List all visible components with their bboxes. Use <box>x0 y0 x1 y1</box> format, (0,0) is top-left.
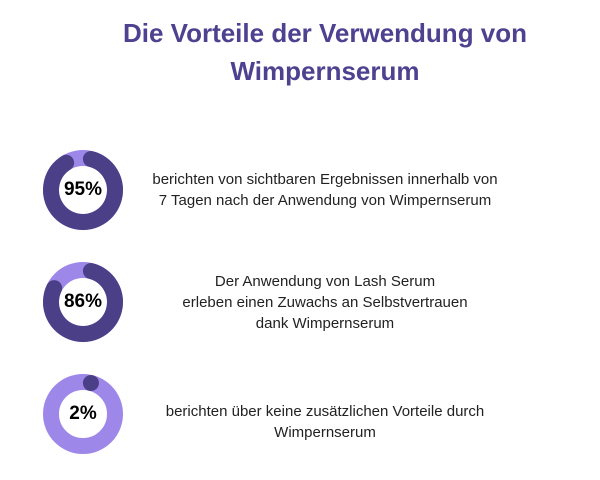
desc-line: berichten von sichtbaren Ergebnissen inn… <box>152 171 498 188</box>
desc-line: Wimpernserum <box>274 424 376 441</box>
stat-description: berichten über keine zusätzlichen Vortei… <box>130 401 520 443</box>
title-line-1: Die Vorteile der Verwendung von <box>122 18 528 48</box>
page-title: Die Vorteile der Verwendung von Wimperns… <box>60 14 590 90</box>
percent-label: 2% <box>69 403 97 424</box>
donut-chart <box>43 262 123 342</box>
desc-line: berichten über keine zusätzlichen Vortei… <box>165 403 485 420</box>
stat-95: 95% berichten von sichtbaren Ergebnissen… <box>0 150 600 240</box>
stat-86: 86% Der Anwendung von Lash Serum erleben… <box>0 262 600 352</box>
percent-label: 95% <box>63 179 103 200</box>
donut-chart <box>43 374 123 454</box>
stat-description: berichten von sichtbaren Ergebnissen inn… <box>130 169 520 211</box>
donut-chart <box>43 150 123 230</box>
desc-line: erleben einen Zuwachs an Selbstvertrauen <box>182 294 468 311</box>
donut-progress <box>43 150 123 230</box>
donut-progress <box>43 374 123 454</box>
stat-description: Der Anwendung von Lash Serum erleben ein… <box>130 271 520 334</box>
desc-line: 7 Tagen nach der Anwendung von Wimpernse… <box>158 192 492 209</box>
percent-label: 86% <box>63 291 103 312</box>
title-line-2: Wimpernserum <box>230 56 420 86</box>
desc-line: Der Anwendung von Lash Serum <box>214 273 436 290</box>
donut-progress <box>43 262 123 342</box>
desc-line: dank Wimpernserum <box>255 315 395 332</box>
stat-2: 2% berichten über keine zusätzlichen Vor… <box>0 374 600 464</box>
